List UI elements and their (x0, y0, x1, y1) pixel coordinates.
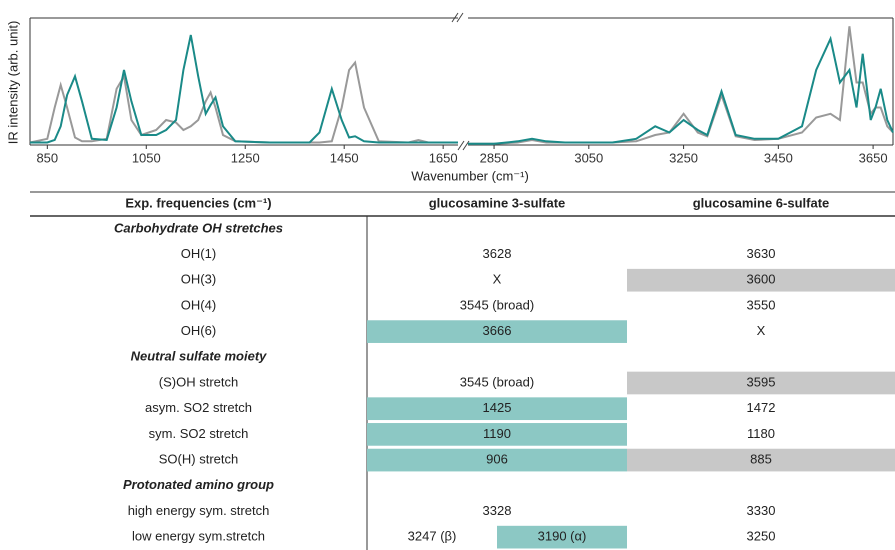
cell-highlight (627, 268, 895, 292)
x-tick-label: 1650 (429, 150, 458, 165)
table-cell: OH(6) (181, 323, 216, 338)
column-header: glucosamine 3-sulfate (429, 195, 566, 210)
table-cell: 1190 (483, 426, 511, 441)
table-cell: low energy sym.stretch (132, 529, 265, 544)
table-cell: 3545 (broad) (460, 374, 534, 389)
table-cell: OH(3) (181, 272, 216, 287)
cell-highlight (627, 448, 895, 472)
cell-highlight (497, 525, 627, 549)
x-tick-label: 3450 (764, 150, 793, 165)
table-cell: 1472 (747, 400, 776, 415)
table-cell: 3550 (747, 297, 776, 312)
axis-breaks (451, 12, 470, 151)
column-header: glucosamine 6-sulfate (693, 195, 830, 210)
table-cell: 3600 (747, 272, 776, 287)
table-cell: 3247 (β) (408, 529, 457, 544)
table-cell: 3666 (483, 323, 512, 338)
table-cell: sym. SO2 stretch (149, 426, 249, 441)
x-axis-label: Wavenumber (cm⁻¹) (411, 168, 529, 183)
table-cell: 1180 (747, 426, 775, 441)
table-cell: 3250 (747, 529, 776, 544)
spectrum-line (468, 35, 894, 145)
table-cell: 906 (486, 452, 508, 467)
section-label: Protonated amino group (123, 477, 274, 492)
table-cell: X (493, 272, 502, 287)
spectrum-line (29, 60, 458, 144)
table-cell: 1425 (483, 400, 512, 415)
table-cell: OH(1) (181, 246, 216, 261)
table-cell: 3330 (747, 503, 776, 518)
x-tick-label: 3650 (859, 150, 888, 165)
x-tick-label: 2850 (480, 150, 509, 165)
x-tick-label: 3050 (574, 150, 603, 165)
x-tick-label: 850 (36, 150, 58, 165)
cell-highlight (367, 320, 627, 343)
table-cell: 3190 (α) (538, 529, 587, 544)
section-label: Neutral sulfate moiety (131, 349, 268, 364)
section-label: Carbohydrate OH stretches (114, 220, 283, 235)
table-cell: 3595 (747, 374, 776, 389)
x-tick-label: 3250 (669, 150, 698, 165)
table-cell: 3545 (broad) (460, 297, 534, 312)
x-tick-label: 1250 (231, 150, 260, 165)
cell-highlight (367, 423, 627, 446)
cell-highlight (627, 371, 895, 395)
table-cell: X (757, 323, 766, 338)
y-axis-label: IR intensity (arb. unit) (5, 21, 20, 145)
table-cell: 3328 (483, 503, 512, 518)
table-cell: 3630 (747, 246, 776, 261)
table-cell: (S)OH stretch (159, 374, 238, 389)
column-header: Exp. frequencies (cm⁻¹) (125, 195, 271, 210)
table-cell: SO(H) stretch (159, 452, 238, 467)
table-cell: asym. SO2 stretch (145, 400, 252, 415)
table-cell: 3628 (483, 246, 512, 261)
table-cell: OH(4) (181, 297, 216, 312)
x-tick-label: 1050 (132, 150, 161, 165)
x-tick-label: 1450 (330, 150, 359, 165)
table-cell: high energy sym. stretch (128, 503, 270, 518)
cell-highlight (367, 448, 627, 472)
spectrum-line (30, 34, 458, 144)
table-cell: 885 (750, 452, 772, 467)
cell-highlight (367, 397, 627, 421)
